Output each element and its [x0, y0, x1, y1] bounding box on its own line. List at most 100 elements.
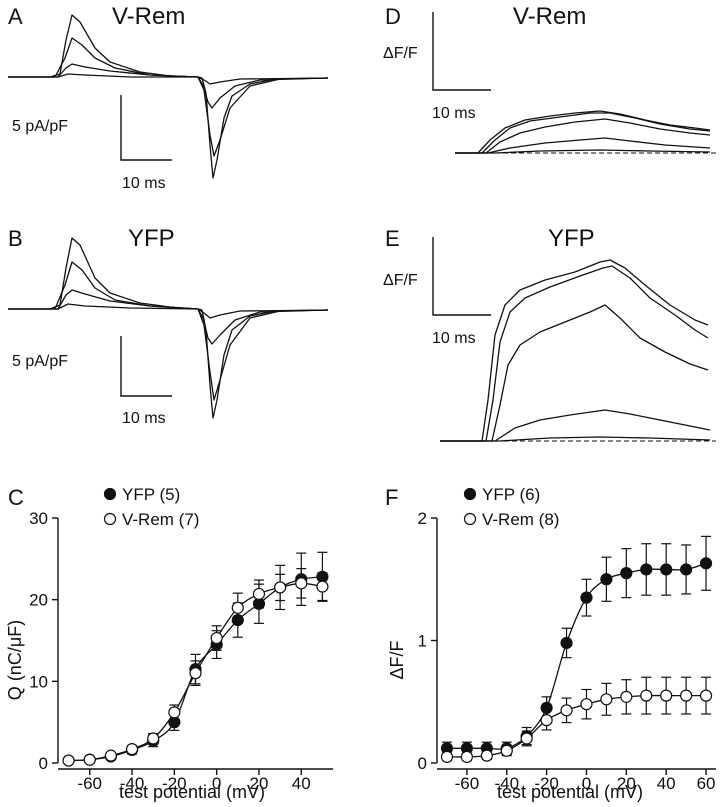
- panel-f-point-vrem: [480, 749, 493, 762]
- panel-c-legend-label-vrem: V-Rem (7): [122, 510, 199, 529]
- panel-c-x-tick-label: -20: [162, 774, 187, 793]
- panel-c-point-vrem: [316, 580, 329, 593]
- panel-a-title: V-Rem: [112, 3, 185, 30]
- panel-c-point-vrem: [210, 631, 223, 645]
- panel-f-x-tick-label: 40: [657, 774, 676, 793]
- panel-e-title: YFP: [548, 225, 595, 252]
- panel-d-scale-bar: [432, 12, 491, 91]
- panel-c-point-vrem: [168, 706, 181, 719]
- panel-d-scale-y-label: ΔF/F: [383, 45, 418, 62]
- panel-f-y-tick-label: 0: [418, 754, 427, 773]
- panel-f-y-tick-label: 1: [418, 632, 427, 651]
- panel-b: B YFP 5 pA/pF 10 ms: [8, 225, 329, 427]
- panel-d-scale-x-label: 10 ms: [432, 105, 476, 122]
- panel-e-trace-2: [440, 265, 709, 442]
- panel-b-letter: B: [8, 226, 23, 251]
- panel-e-trace-5: [440, 436, 711, 442]
- panel-c-legend-marker-yfp: [103, 487, 117, 501]
- panel-f-legend-label-yfp: YFP (6): [482, 485, 540, 504]
- panel-f-legend-marker-yfp: [463, 487, 477, 501]
- panel-f-x-tick-label: -20: [534, 774, 559, 793]
- panel-c-legend-label-yfp: YFP (5): [122, 485, 180, 504]
- panel-f-point-vrem: [600, 693, 613, 706]
- panel-d-title: V-Rem: [513, 3, 586, 30]
- panel-f-point-vrem: [580, 698, 593, 711]
- panel-f-legend: YFP (6) V-Rem (8): [463, 485, 559, 529]
- panel-f-xlabel: test potential (mV): [497, 782, 643, 802]
- panel-f-point-yfp: [620, 567, 633, 580]
- panel-c-x-tick-label: -60: [77, 774, 102, 793]
- panel-c-point-vrem: [274, 581, 287, 594]
- panel-d-trace-5: [455, 149, 711, 154]
- panel-e-scale-y-label: ΔF/F: [383, 272, 418, 289]
- panel-f-fit-line-yfp: [446, 562, 707, 750]
- panel-a-scale-x-label: 10 ms: [122, 175, 166, 192]
- panel-a-letter: A: [8, 4, 23, 29]
- panel-a-trace-4: [8, 73, 329, 85]
- panel-c-point-vrem: [189, 667, 202, 680]
- panel-c-y-tick-label: 30: [29, 509, 48, 528]
- panel-f-point-vrem: [640, 689, 653, 702]
- panel-f-point-yfp: [580, 591, 593, 604]
- panel-c-y-tick-label: 0: [39, 754, 48, 773]
- panel-f-x-tick-label: 0: [582, 774, 591, 793]
- panel-f-point-vrem: [560, 704, 573, 717]
- panel-f-ylabel: ΔF/F: [387, 640, 407, 679]
- panel-c-x-tick-label: 0: [212, 774, 221, 793]
- panel-a-trace-1: [8, 14, 329, 179]
- panel-a: A V-Rem 5 pA/pF 10 ms: [8, 3, 329, 192]
- panel-d-trace-3: [455, 118, 711, 154]
- panel-c-point-vrem: [231, 601, 244, 614]
- panel-f-point-vrem: [460, 750, 473, 763]
- panel-c-legend: YFP (5) V-Rem (7): [103, 485, 199, 529]
- panel-d-trace-2: [455, 112, 711, 154]
- panel-c-point-vrem: [295, 577, 308, 590]
- panel-f-point-vrem: [699, 689, 713, 702]
- panel-a-trace-2: [8, 37, 329, 157]
- panel-f-point-vrem: [680, 689, 693, 702]
- panel-e-letter: E: [385, 226, 400, 251]
- panel-e-scale-x-label: 10 ms: [432, 330, 476, 347]
- panel-e-fluorescence-traces: [440, 259, 711, 442]
- panel-b-title: YFP: [128, 225, 175, 252]
- panel-f-x-tick-label: 60: [697, 774, 716, 793]
- panel-f-point-yfp: [660, 563, 673, 576]
- panel-c-y-tick-label: 10: [29, 672, 48, 691]
- panel-c-x-tick-label: 40: [292, 774, 311, 793]
- panel-f-y-tick-label: 2: [418, 509, 427, 528]
- panel-c-ylabel: Q (nC/μF): [5, 620, 25, 700]
- panel-c-point-vrem: [104, 749, 117, 762]
- panel-b-scale-y-label: 5 pA/pF: [12, 353, 68, 370]
- panel-a-scale-y-label: 5 pA/pF: [12, 118, 68, 135]
- panel-c-point-vrem: [62, 754, 75, 767]
- panel-b-trace-4: [8, 303, 329, 319]
- panel-e-trace-1: [440, 259, 709, 442]
- panel-f-point-yfp: [640, 563, 653, 576]
- panel-f-point-vrem: [520, 732, 533, 745]
- panel-b-scale-x-label: 10 ms: [122, 410, 166, 427]
- panel-f-point-yfp: [560, 636, 573, 650]
- panel-e-trace-3: [440, 304, 709, 442]
- panel-f-point-vrem: [500, 744, 513, 757]
- panel-c-letter: C: [8, 485, 24, 510]
- panel-c-y-tick-label: 20: [29, 591, 48, 610]
- panel-f-x-tick-label: 20: [617, 774, 636, 793]
- panel-d-trace-1: [455, 110, 711, 154]
- panel-f-legend-label-vrem: V-Rem (8): [482, 510, 559, 529]
- panel-f-point-vrem: [540, 714, 553, 727]
- panel-f-letter: F: [385, 485, 398, 510]
- panel-a-trace-3: [8, 63, 329, 109]
- panel-b-trace-1: [8, 237, 329, 419]
- panel-c-point-vrem: [83, 753, 96, 766]
- panel-c-x-tick-label: -40: [120, 774, 145, 793]
- panel-f-point-yfp: [699, 557, 713, 570]
- panel-f: F ΔF/F test potential (mV) YFP (6) V-Rem…: [385, 485, 716, 802]
- panel-b-trace-3: [8, 289, 329, 345]
- panel-f-point-yfp: [600, 573, 613, 586]
- panel-b-trace-2: [8, 261, 329, 401]
- panel-e-trace-4: [440, 409, 711, 442]
- panel-c: C Q (nC/μF) test potential (mV) YFP (5) …: [5, 485, 333, 802]
- panel-f-legend-marker-vrem: [463, 512, 477, 526]
- panel-c-x-tick-label: 20: [250, 774, 269, 793]
